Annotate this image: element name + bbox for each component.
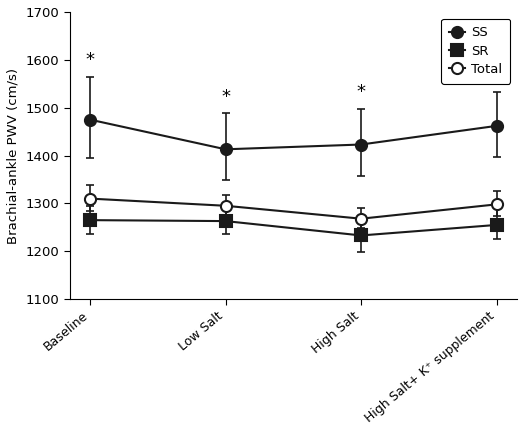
SS xyxy=(358,142,364,147)
SS xyxy=(87,117,93,122)
SR xyxy=(494,222,500,228)
Line: Total: Total xyxy=(84,193,503,224)
Total xyxy=(358,216,364,221)
Y-axis label: Brachial-ankle PWV (cm/s): Brachial-ankle PWV (cm/s) xyxy=(7,67,20,244)
SS xyxy=(222,147,228,152)
Total xyxy=(494,202,500,207)
Text: *: * xyxy=(357,83,366,102)
Text: *: * xyxy=(221,88,230,106)
Line: SR: SR xyxy=(84,215,503,241)
SR xyxy=(87,218,93,223)
Line: SS: SS xyxy=(84,114,503,155)
Text: *: * xyxy=(85,51,94,70)
SS xyxy=(494,123,500,128)
Total xyxy=(87,196,93,201)
SR xyxy=(222,219,228,224)
SR xyxy=(358,233,364,238)
Total xyxy=(222,203,228,208)
Legend: SS, SR, Total: SS, SR, Total xyxy=(441,19,510,84)
Text: *: * xyxy=(492,67,501,85)
